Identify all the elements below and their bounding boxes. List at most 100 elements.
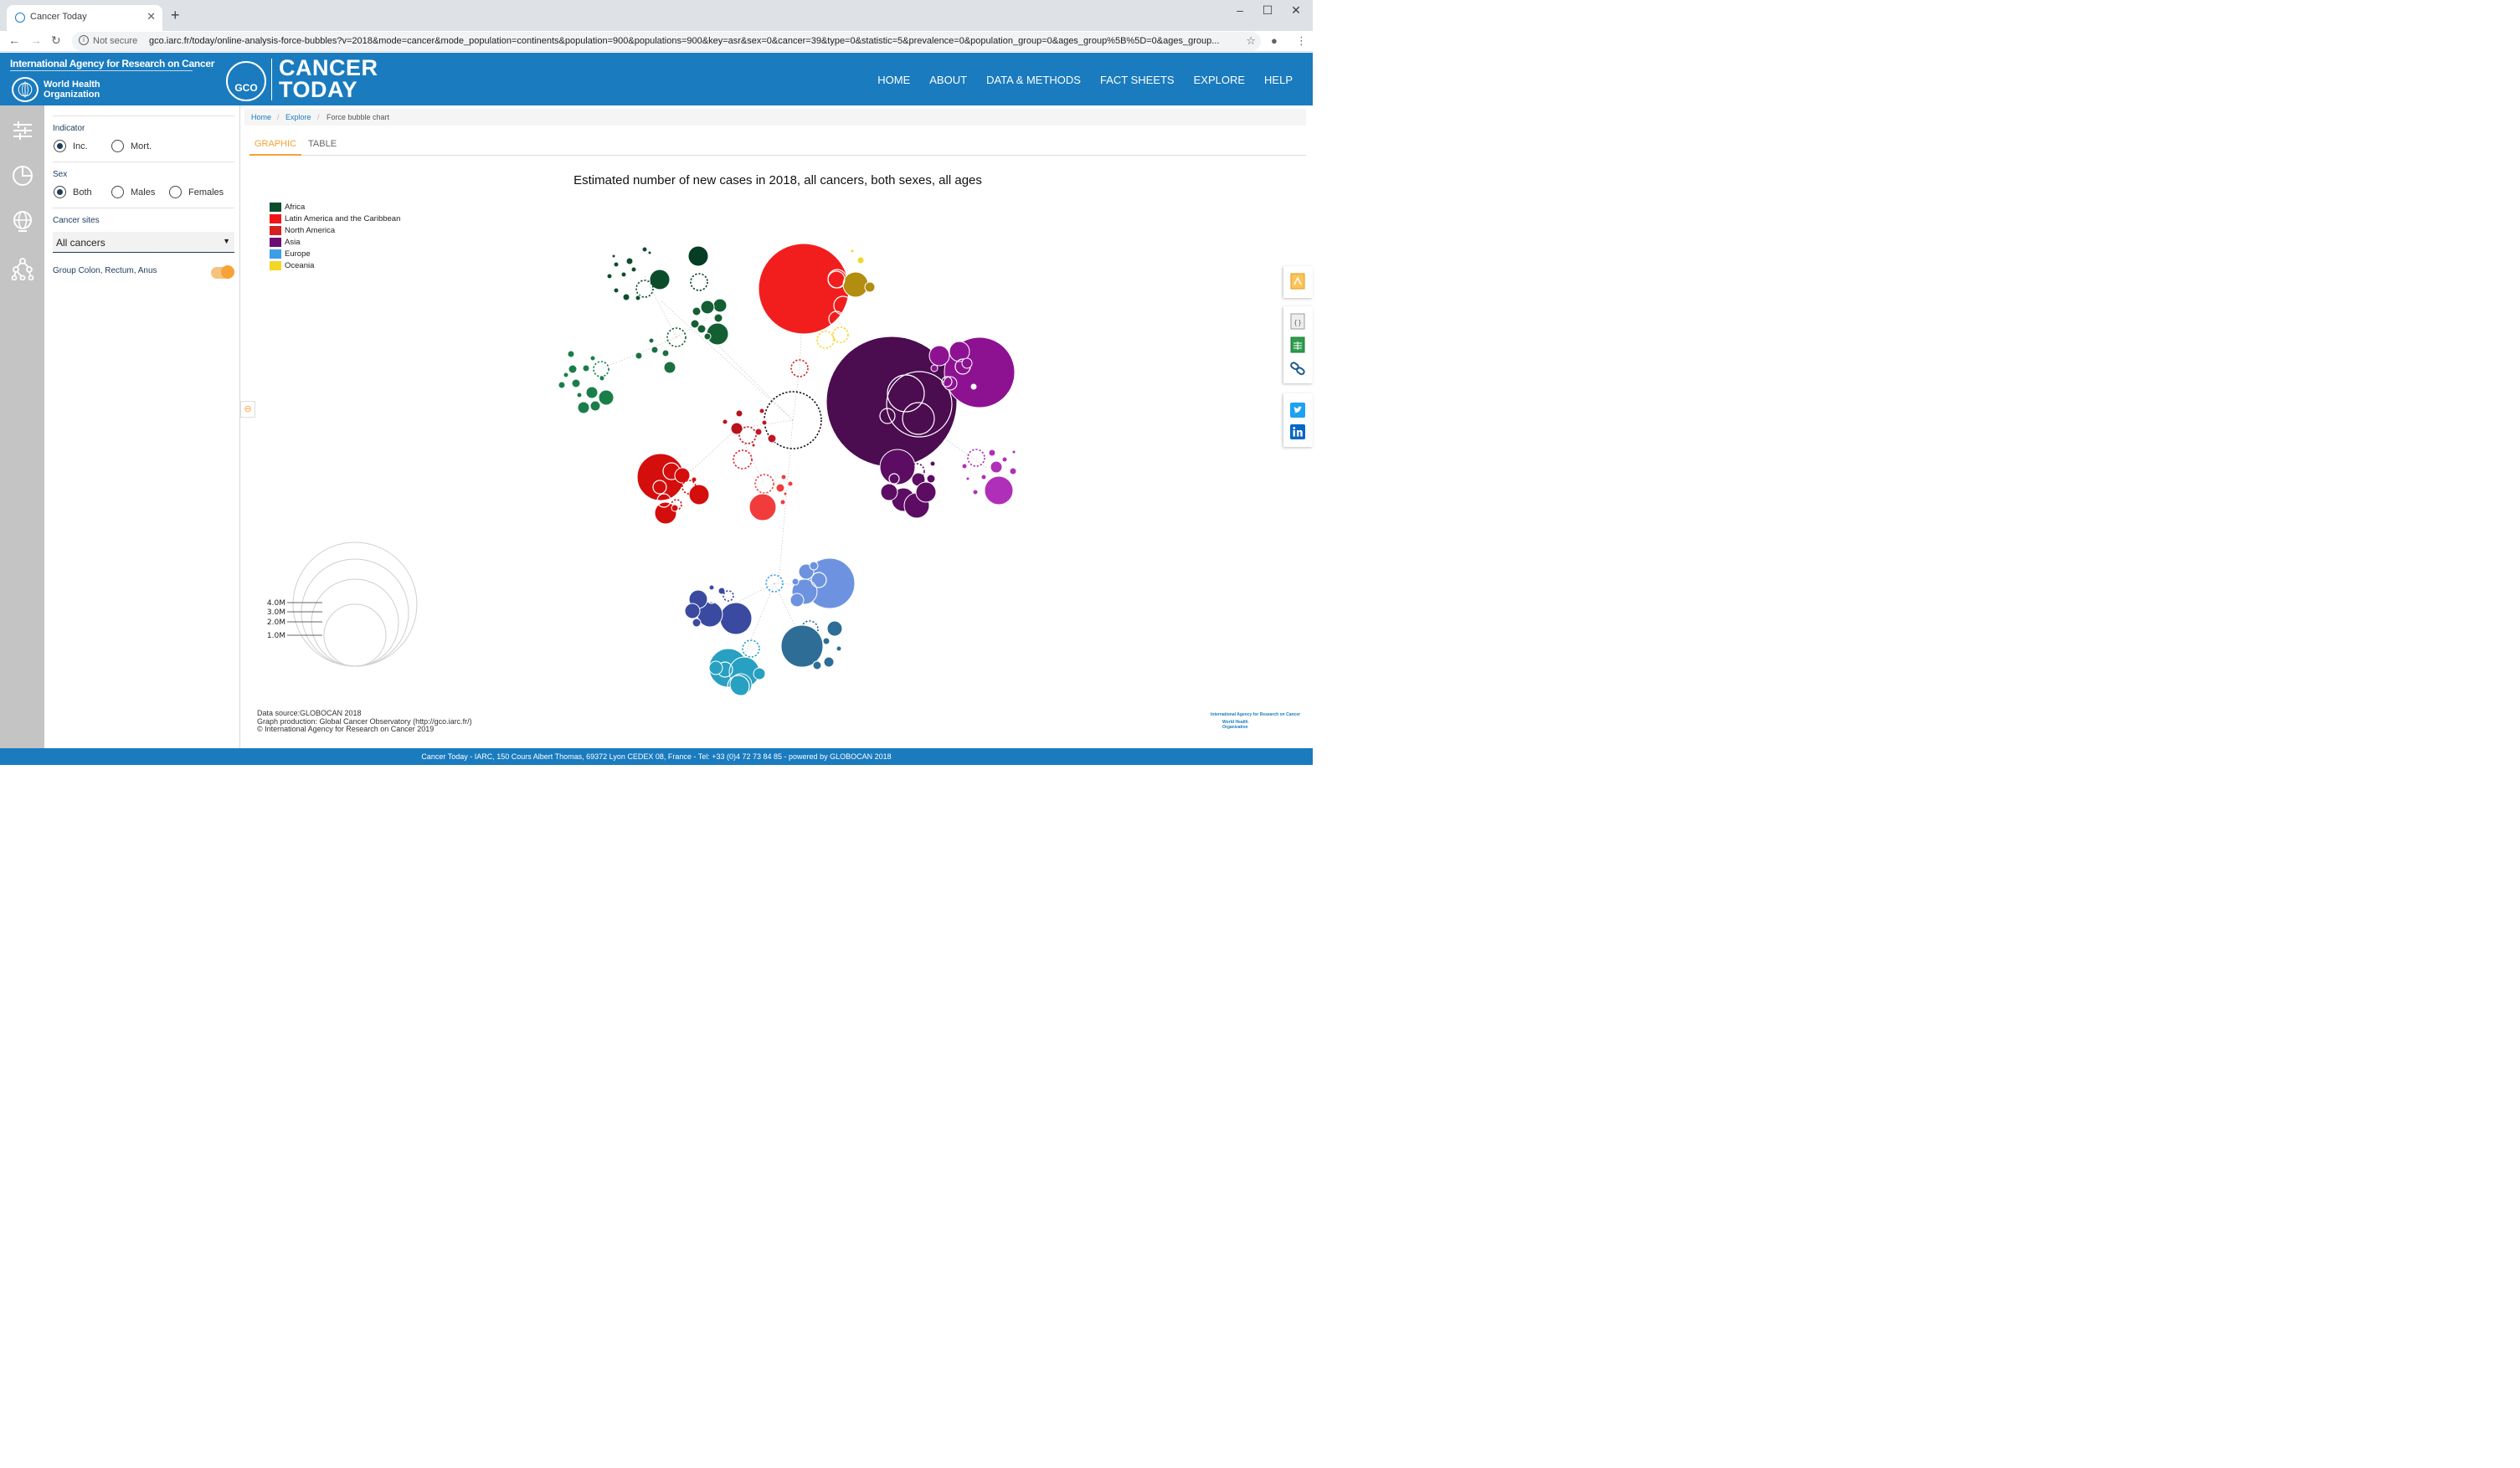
nav-about[interactable]: ABOUT xyxy=(929,74,968,86)
bubble[interactable] xyxy=(880,483,898,501)
bubble[interactable] xyxy=(684,603,701,619)
nav-fact-sheets[interactable]: FACT SHEETS xyxy=(1099,74,1175,86)
reload-icon[interactable]: ↻ xyxy=(51,33,61,47)
sex-females-radio[interactable] xyxy=(169,186,182,198)
bubble[interactable] xyxy=(754,428,763,436)
bubble[interactable] xyxy=(836,645,842,652)
bubble[interactable] xyxy=(722,418,728,425)
force-bubble-chart[interactable]: 4.0M3.0M 2.0M 1.0M xyxy=(244,192,1283,728)
who-emblem-icon[interactable] xyxy=(12,77,39,102)
bubble[interactable] xyxy=(697,324,707,334)
bubble[interactable] xyxy=(620,271,627,278)
bubble[interactable] xyxy=(826,620,843,637)
bubble[interactable] xyxy=(558,381,566,389)
bubble[interactable] xyxy=(713,313,723,323)
bubble[interactable] xyxy=(823,656,835,668)
bubble[interactable] xyxy=(753,667,766,680)
breadcrumb-explore[interactable]: Explore xyxy=(285,113,311,121)
bubble[interactable] xyxy=(856,256,865,264)
bubble[interactable] xyxy=(961,357,973,369)
bubble[interactable] xyxy=(613,261,620,268)
bubble[interactable] xyxy=(1009,467,1017,475)
bubble[interactable] xyxy=(708,660,723,675)
bubble[interactable] xyxy=(700,300,715,315)
bubble[interactable] xyxy=(651,346,659,354)
sex-both-radio[interactable] xyxy=(54,186,66,198)
bubble[interactable] xyxy=(687,245,709,267)
bubble[interactable] xyxy=(708,584,715,591)
bubble[interactable] xyxy=(930,364,939,372)
maximize-icon[interactable]: ☐ xyxy=(1262,3,1273,17)
bubble[interactable] xyxy=(761,419,768,426)
svg-export-icon[interactable] xyxy=(1290,273,1305,290)
url-field[interactable]: i Not secure gco.iarc.fr/today/online-an… xyxy=(72,32,1261,51)
nav-explore[interactable]: EXPLORE xyxy=(1193,74,1246,86)
bubble[interactable] xyxy=(585,386,599,399)
bubble[interactable] xyxy=(663,361,676,374)
cancer-sites-select[interactable]: All cancers ▼ xyxy=(53,232,234,253)
nav-help[interactable]: HELP xyxy=(1264,74,1293,86)
bubble[interactable] xyxy=(783,491,788,496)
bubble[interactable] xyxy=(780,474,787,480)
browser-tab[interactable]: Cancer Today ✕ xyxy=(7,5,162,31)
globe-icon[interactable] xyxy=(11,209,34,233)
bubble[interactable] xyxy=(613,287,620,294)
bubble[interactable] xyxy=(654,501,677,525)
bubble[interactable] xyxy=(748,493,777,521)
bubble[interactable] xyxy=(563,372,569,378)
info-icon[interactable]: i xyxy=(79,35,89,45)
group-colon-toggle[interactable] xyxy=(211,265,234,279)
bubble[interactable] xyxy=(712,298,728,313)
bubble[interactable] xyxy=(775,483,785,493)
bubble[interactable] xyxy=(649,269,671,290)
sex-males-label[interactable]: Males xyxy=(131,187,156,198)
bubble[interactable] xyxy=(635,352,643,360)
bubble[interactable] xyxy=(780,624,824,668)
bubble[interactable] xyxy=(647,250,652,255)
bubble[interactable] xyxy=(576,392,583,398)
bubble[interactable] xyxy=(759,408,765,414)
tab-table[interactable]: TABLE xyxy=(308,139,337,149)
bubble[interactable] xyxy=(571,378,581,388)
bubble[interactable] xyxy=(661,349,670,357)
network-icon[interactable] xyxy=(11,257,34,280)
bubble[interactable] xyxy=(980,474,987,480)
bubble[interactable] xyxy=(688,484,710,506)
bubble[interactable] xyxy=(719,602,753,635)
bubble[interactable] xyxy=(589,355,596,362)
bubble[interactable] xyxy=(1011,449,1016,454)
bookmark-star-icon[interactable]: ☆ xyxy=(1246,34,1256,47)
sex-both-label[interactable]: Both xyxy=(73,187,92,198)
bubble[interactable] xyxy=(970,383,977,390)
tab-graphic[interactable]: GRAPHIC xyxy=(249,136,301,156)
bubble[interactable] xyxy=(984,475,1014,506)
bubble[interactable] xyxy=(809,561,819,571)
bubble[interactable] xyxy=(606,273,613,280)
minimize-icon[interactable]: – xyxy=(1237,3,1243,17)
csv-export-icon[interactable] xyxy=(1290,336,1305,353)
bubble[interactable] xyxy=(692,618,702,628)
bubble[interactable] xyxy=(943,376,958,391)
json-export-icon[interactable]: {} xyxy=(1290,313,1305,330)
sex-females-label[interactable]: Females xyxy=(188,187,224,198)
iarc-name[interactable]: International Agency for Research on Can… xyxy=(10,58,215,69)
bubble[interactable] xyxy=(1001,456,1008,463)
bubble[interactable] xyxy=(926,474,936,484)
close-tab-icon[interactable]: ✕ xyxy=(147,10,156,23)
linkedin-icon[interactable] xyxy=(1290,423,1305,440)
bubble[interactable] xyxy=(915,481,937,503)
bubble[interactable] xyxy=(990,460,1003,474)
bubble[interactable] xyxy=(787,480,794,487)
bubble[interactable] xyxy=(791,577,800,586)
bubble[interactable] xyxy=(691,476,697,483)
breadcrumb-home[interactable]: Home xyxy=(251,113,272,121)
bubble[interactable] xyxy=(717,587,726,595)
bubble[interactable] xyxy=(972,489,979,495)
bubble[interactable] xyxy=(622,293,630,301)
nav-home[interactable]: HOME xyxy=(877,74,911,86)
bubble[interactable] xyxy=(789,593,805,608)
collapse-panel-icon[interactable]: ⊖ xyxy=(240,401,255,418)
bubble[interactable] xyxy=(611,254,616,259)
bubble[interactable] xyxy=(929,460,936,467)
bubble[interactable] xyxy=(879,449,916,485)
